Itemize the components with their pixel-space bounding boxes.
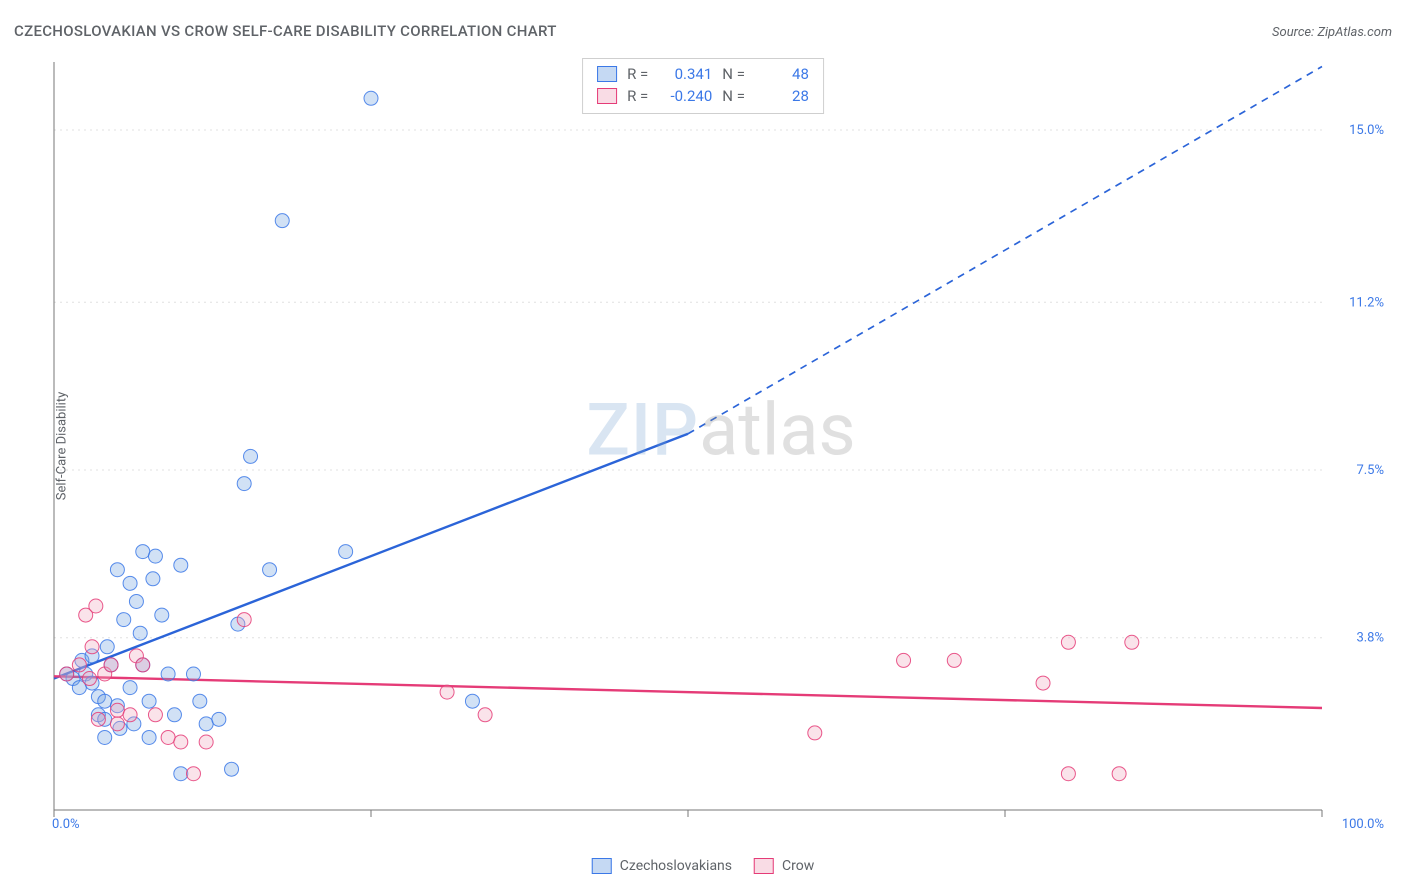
legend-swatch-czech [597, 66, 617, 82]
legend-N-czech: 48 [755, 63, 809, 85]
legend-row-crow: R = -0.240 N = 28 [597, 85, 809, 107]
legend-row-czech: R = 0.341 N = 48 [597, 63, 809, 85]
legend-label-czech: Czechoslovakians [620, 858, 732, 874]
svg-text:3.8%: 3.8% [1356, 631, 1384, 646]
legend-R-label: R = [627, 63, 648, 85]
svg-text:100.0%: 100.0% [1342, 817, 1384, 832]
plot-area: 3.8%7.5%11.2%15.0%0.0%100.0% ZIPatlas [50, 58, 1392, 832]
svg-text:11.2%: 11.2% [1349, 295, 1384, 310]
legend-swatch-crow [597, 88, 617, 104]
scatter-plot: 3.8% 7.5% 11.2% 15.0% 0.0% 100.0% [50, 58, 1392, 832]
svg-text:0.0%: 0.0% [52, 817, 80, 832]
chart-title: CZECHOSLOVAKIAN VS CROW SELF-CARE DISABI… [14, 22, 557, 40]
legend-N-label-2: N = [722, 85, 745, 107]
source-attribution: Source: ZipAtlas.com [1272, 25, 1392, 40]
legend-correlation-box: R = 0.341 N = 48 R = -0.240 N = 28 [582, 58, 824, 114]
legend-R-crow: -0.240 [658, 85, 712, 107]
source-prefix: Source: [1272, 25, 1317, 40]
source-name: ZipAtlas.com [1317, 25, 1392, 40]
legend-N-crow: 28 [755, 85, 809, 107]
legend-label-crow: Crow [782, 858, 814, 874]
legend-item-czech: Czechoslovakians [592, 858, 732, 874]
legend-R-czech: 0.341 [658, 63, 712, 85]
legend-swatch-crow-2 [754, 858, 774, 874]
legend-swatch-czech-2 [592, 858, 612, 874]
header-row: CZECHOSLOVAKIAN VS CROW SELF-CARE DISABI… [14, 22, 1392, 40]
legend-series: Czechoslovakians Crow [592, 858, 815, 874]
legend-R-label-2: R = [627, 85, 648, 107]
legend-item-crow: Crow [754, 858, 814, 874]
svg-text:15.0%: 15.0% [1349, 123, 1384, 138]
legend-N-label: N = [722, 63, 745, 85]
svg-text:7.5%: 7.5% [1356, 463, 1384, 478]
